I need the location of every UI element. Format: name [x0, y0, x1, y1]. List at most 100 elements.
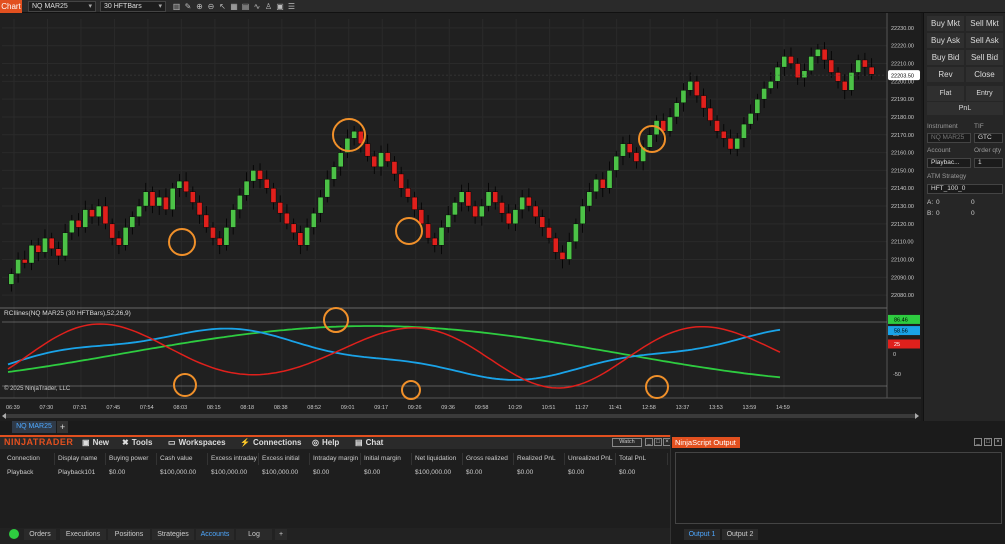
sell-ask-button[interactable]: Sell Ask — [966, 33, 1003, 48]
candle-body — [391, 161, 398, 175]
help-icon: ◎ — [312, 438, 319, 447]
menu-new[interactable]: ▣ New — [82, 437, 109, 448]
candle-body — [479, 205, 485, 217]
candle-body — [868, 66, 875, 75]
list-icon[interactable]: ☰ — [287, 2, 296, 11]
chart-trader-panel: Buy Mkt Sell Mkt Buy Ask Sell Ask Buy Bi… — [923, 13, 1005, 421]
output-text-area[interactable] — [675, 452, 1002, 524]
pnl-display[interactable]: PnL — [927, 102, 1003, 115]
candle-body — [788, 56, 794, 64]
buy-ask-button[interactable]: Buy Ask — [927, 33, 964, 48]
column-header[interactable]: Excess initial — [259, 453, 310, 465]
chart-canvas[interactable]: 22230.00 22220.00 22210.00 22200.00 22190.00… — [0, 13, 921, 421]
atm-strategy-select[interactable]: HFT_100_0 — [927, 184, 1003, 194]
highlight-circle — [332, 118, 366, 152]
tab-accounts[interactable]: Accounts — [196, 529, 234, 540]
candle-body — [263, 179, 270, 189]
menu-connections[interactable]: ⚡ Connections — [240, 437, 301, 448]
interval-selector-label: 30 HFTBars — [104, 3, 142, 10]
tab-positions[interactable]: Positions — [108, 529, 150, 540]
horizontal-scrollbar — [4, 414, 916, 418]
menu-tools[interactable]: ✖ Tools — [122, 437, 152, 448]
chart-window-tab[interactable]: Chart — [0, 0, 22, 13]
column-header[interactable]: Gross realized — [463, 453, 514, 465]
templates-icon[interactable]: ▣ — [276, 2, 284, 11]
tab-nq-mar25[interactable]: NQ MAR25 — [12, 421, 56, 433]
order-qty-stepper[interactable]: 1 — [974, 158, 1003, 168]
indicators-icon[interactable]: ∿ — [253, 2, 261, 11]
column-header[interactable]: Net liquidation — [412, 453, 463, 465]
tab-output-1[interactable]: Output 1 — [684, 529, 720, 540]
column-header[interactable]: Initial margin — [361, 453, 412, 465]
tif-select[interactable]: GTC — [974, 133, 1003, 143]
candle-body — [600, 179, 606, 189]
tab-strategies[interactable]: Strategies — [152, 529, 194, 540]
reverse-button[interactable]: Rev — [927, 67, 964, 82]
candle-body — [808, 56, 814, 71]
column-header[interactable]: Realized PnL — [514, 453, 565, 465]
price-tick-label: 22230.00 — [891, 26, 914, 32]
candle-body — [35, 245, 42, 253]
candle-body — [351, 131, 357, 139]
buy-bid-button[interactable]: Buy Bid — [927, 50, 964, 65]
maximize-icon[interactable]: □ — [984, 438, 992, 446]
column-header[interactable]: Excess intraday — [208, 453, 259, 465]
minimize-icon[interactable]: _ — [974, 438, 982, 446]
table-row[interactable]: Playback Playback101 $0.00 $100,000.00 $100,… — [4, 467, 668, 479]
accounts-grid-header: Connection Display name Buying power Cash v… — [4, 453, 668, 465]
output-title: NinjaScript Output — [672, 437, 740, 448]
time-tick-label: 06:39 — [6, 405, 20, 411]
bar-style-icon[interactable]: ▥ — [172, 2, 181, 11]
zoom-in-icon[interactable]: ⊕ — [196, 2, 203, 11]
maximize-icon[interactable]: □ — [654, 438, 662, 446]
add-tab-button[interactable]: + — [275, 529, 287, 540]
candle-body — [116, 237, 122, 246]
close-position-button[interactable]: Close — [966, 67, 1003, 82]
column-header[interactable]: Unrealized PnL — [565, 453, 616, 465]
column-header[interactable]: Connection — [4, 453, 55, 465]
candle-body — [452, 202, 458, 216]
zoom-out-icon[interactable]: ⊖ — [207, 2, 215, 11]
price-tick-label: 22160.00 — [891, 151, 914, 157]
account-select[interactable]: Playbac... — [927, 158, 971, 168]
column-header[interactable]: Total PnL — [616, 453, 668, 465]
order-qty-value: 1 — [978, 159, 982, 166]
tab-executions[interactable]: Executions — [60, 529, 106, 540]
strategies-icon[interactable]: ♙ — [264, 2, 273, 11]
table-cell: Playback — [7, 469, 34, 476]
buy-market-button[interactable]: Buy Mkt — [927, 16, 964, 31]
chart-panel[interactable]: 22230.00 22220.00 22210.00 22200.00 22190.00… — [0, 13, 921, 421]
interval-selector[interactable]: 30 HFTBars ▾ — [100, 1, 166, 12]
time-tick-label: 09:17 — [374, 405, 388, 411]
scroll-right-icon — [915, 413, 919, 419]
instrument-selector[interactable]: NQ MAR25 ▾ — [28, 1, 96, 12]
properties-icon[interactable]: ▤ — [241, 2, 250, 11]
tab-output-2[interactable]: Output 2 — [722, 529, 758, 540]
menu-workspaces[interactable]: ▭ Workspaces — [168, 437, 226, 448]
data-box-icon[interactable]: ▦ — [230, 2, 238, 11]
close-icon[interactable]: × — [994, 438, 1002, 446]
add-tab-button[interactable]: + — [57, 421, 68, 433]
entry-button[interactable]: Entry — [966, 86, 1003, 101]
column-header[interactable]: Display name — [55, 453, 106, 465]
time-tick-label: 08:52 — [307, 405, 321, 411]
sell-market-button[interactable]: Sell Mkt — [966, 16, 1003, 31]
minimize-icon[interactable]: _ — [645, 438, 653, 446]
column-header[interactable]: Buying power — [106, 453, 157, 465]
price-tick-label: 22110.00 — [891, 240, 914, 246]
price-tick-label: 22190.00 — [891, 97, 914, 103]
column-header[interactable]: Intraday margin — [310, 453, 361, 465]
draw-icon[interactable]: ✎ — [184, 2, 192, 11]
candle-body — [378, 152, 384, 168]
flat-button[interactable]: Flat — [927, 86, 964, 101]
tab-log[interactable]: Log — [236, 529, 272, 540]
tab-orders[interactable]: Orders — [24, 529, 56, 540]
instrument-field[interactable]: NQ MAR25 — [927, 133, 971, 143]
pointer-icon[interactable]: ↖ — [219, 2, 226, 11]
column-header[interactable]: Cash value — [157, 453, 208, 465]
sell-bid-button[interactable]: Sell Bid — [966, 50, 1003, 65]
watch-button[interactable]: Watch — [612, 438, 642, 447]
candle-body — [230, 209, 236, 228]
menu-chat[interactable]: ▤ Chat — [355, 437, 383, 448]
menu-help[interactable]: ◎ Help — [312, 437, 339, 448]
